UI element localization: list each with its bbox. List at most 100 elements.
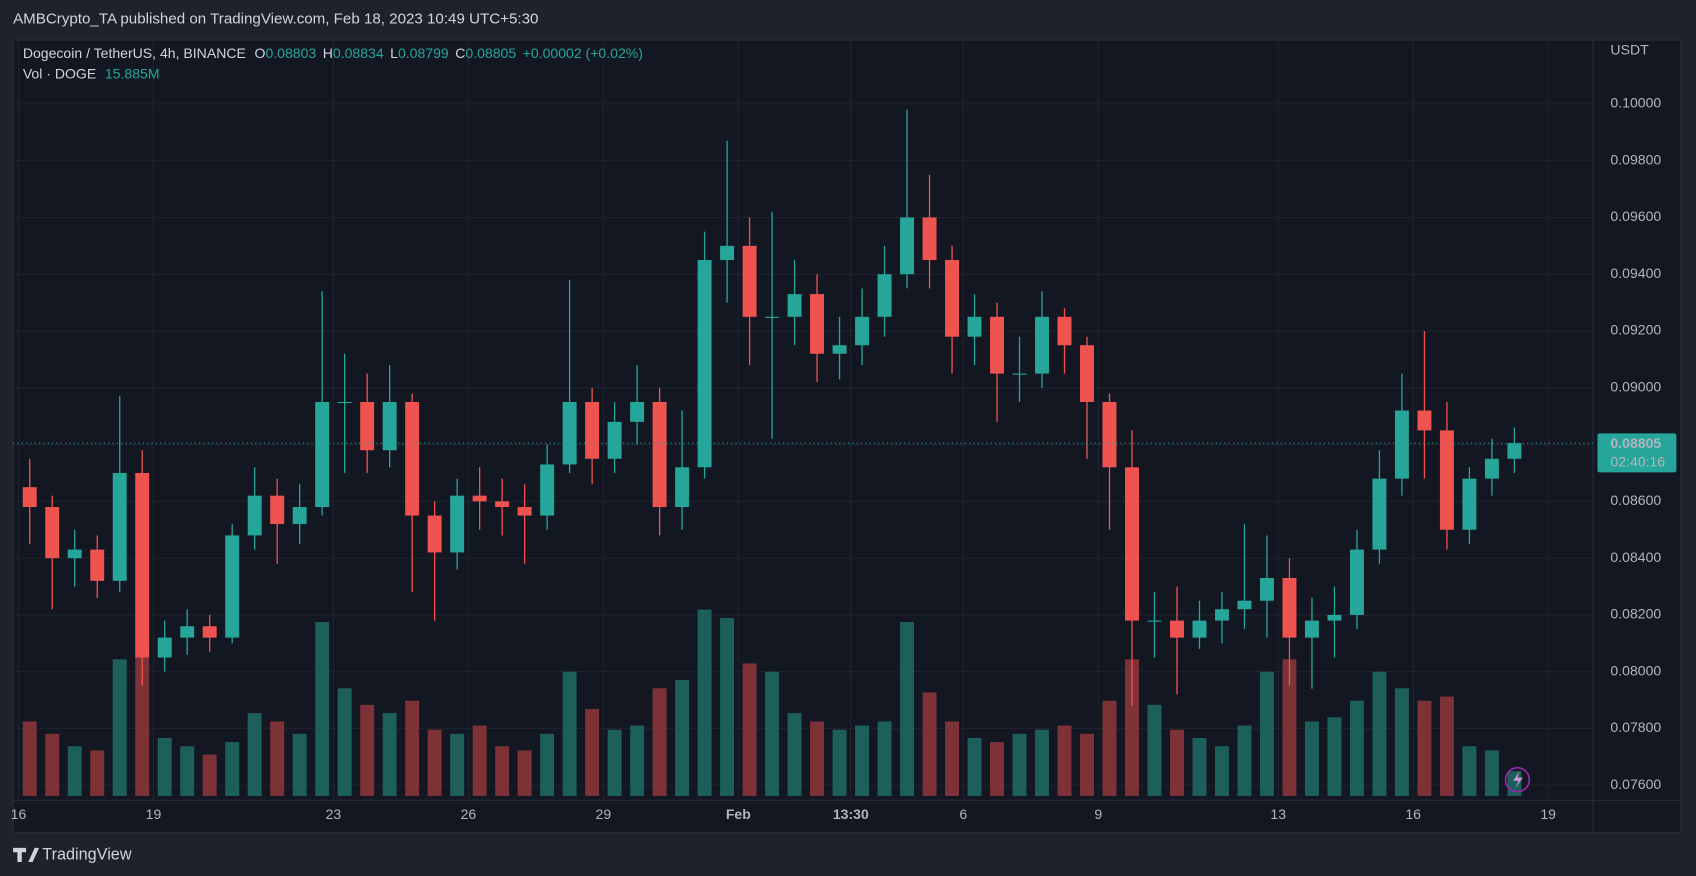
volume-bar [360,704,375,796]
ohlc-value: 0.08799 [398,45,449,61]
candle-body [1282,578,1297,638]
volume-bar [1170,729,1184,796]
y-tick-label: 0.10000 [1610,95,1661,111]
candle-body [1439,430,1454,530]
candle-body [967,316,982,337]
volume-bar [67,746,82,796]
volume-bar [1484,750,1499,796]
candle-body [630,401,645,422]
ohlc-value: 0.08834 [333,45,384,61]
candle-body [360,401,375,451]
volume-bar [135,646,150,796]
candle-body [112,472,127,581]
x-tick-label: 23 [326,806,342,822]
volume-bar [1080,733,1094,796]
candle-body [292,507,307,525]
volume-bar [1147,704,1162,796]
y-tick-label: 0.09600 [1610,208,1661,224]
candle-body [1147,620,1162,622]
candle-body [180,626,195,638]
volume-bar [675,679,690,796]
candle-body [202,626,217,638]
candle-body [1484,458,1499,479]
volume-bar [1417,700,1432,796]
volume-bar [225,742,240,796]
volume-bar [832,729,847,796]
last-price-label: 0.08805 [1610,435,1661,451]
x-tick-label: 26 [461,806,477,822]
candle-body [67,549,82,559]
volume-bar [517,750,532,796]
alert-icon[interactable] [1504,767,1531,793]
y-tick-label: 0.09400 [1610,265,1661,281]
candle-body [832,345,847,354]
volume-bar [652,688,667,796]
volume-bar [1327,717,1342,796]
y-tick-label: 0.07800 [1610,719,1661,735]
candle-body [45,507,60,559]
y-tick-label: 0.08400 [1610,549,1661,565]
candle-body [1102,401,1117,468]
volume-bar [495,746,510,796]
volume-bar [472,725,487,796]
candle-body [562,401,577,465]
x-tick-label: Feb [726,806,751,822]
ohlc-key: C [455,45,465,61]
volume-bar [1215,746,1229,796]
volume-bar [900,622,915,796]
publisher-line: AMBCrypto_TA published on TradingView.co… [13,10,538,27]
x-tick-label: 29 [596,806,612,822]
volume-bar [382,713,397,796]
candle-body [22,487,37,508]
candle-body [720,245,735,261]
x-tick-label: 13:30 [833,806,869,822]
x-tick-label: 13 [1270,806,1286,822]
candle-body [585,401,600,459]
candle-body [1304,620,1319,638]
volume-bar [1349,700,1364,796]
volume-bar [1372,671,1387,796]
candle-body [1012,373,1027,375]
candle-body [742,245,757,317]
candle-body [1215,609,1229,621]
candle-body [1035,316,1049,374]
ohlc-value: 0.08805 [465,45,516,61]
x-tick-label: 16 [1405,806,1421,822]
volume-bar [990,742,1004,796]
candle-body [1372,478,1387,550]
volume-bar [562,671,577,796]
volume-bar [787,713,802,796]
volume-bar [157,737,172,796]
candle-body [697,260,712,468]
symbol: Dogecoin / TetherUS, 4h, BINANCE [23,45,246,61]
volume-bar [607,729,622,796]
candle-body [450,495,465,553]
volume-bars [22,609,1522,796]
candle-body [1394,410,1409,479]
candle-body [315,401,330,508]
candle-body [427,515,442,553]
candle-body [675,467,690,508]
y-tick-label: 0.07600 [1610,776,1661,792]
volume-bar [630,725,645,796]
y-tick-label: 0.09000 [1610,379,1661,395]
candle-body [607,421,622,459]
y-tick-label: 0.09200 [1610,322,1661,338]
volume-bar [922,692,937,796]
ohlc-key: H [323,45,333,61]
countdown: 02:40:16 [1610,453,1665,469]
volume-bar [1394,688,1409,796]
candle-body [1125,467,1139,621]
x-tick-label: 9 [1094,806,1102,822]
candle-body [472,495,487,502]
candle-body [1349,549,1364,615]
candle-body [1462,478,1477,530]
volume-bar [247,713,262,796]
volume-bar [1102,700,1117,796]
candle-body [765,316,780,318]
volume-bar [405,700,420,796]
volume-bar [202,754,217,796]
x-tick-label: 19 [1540,806,1556,822]
candle-body [270,495,285,525]
